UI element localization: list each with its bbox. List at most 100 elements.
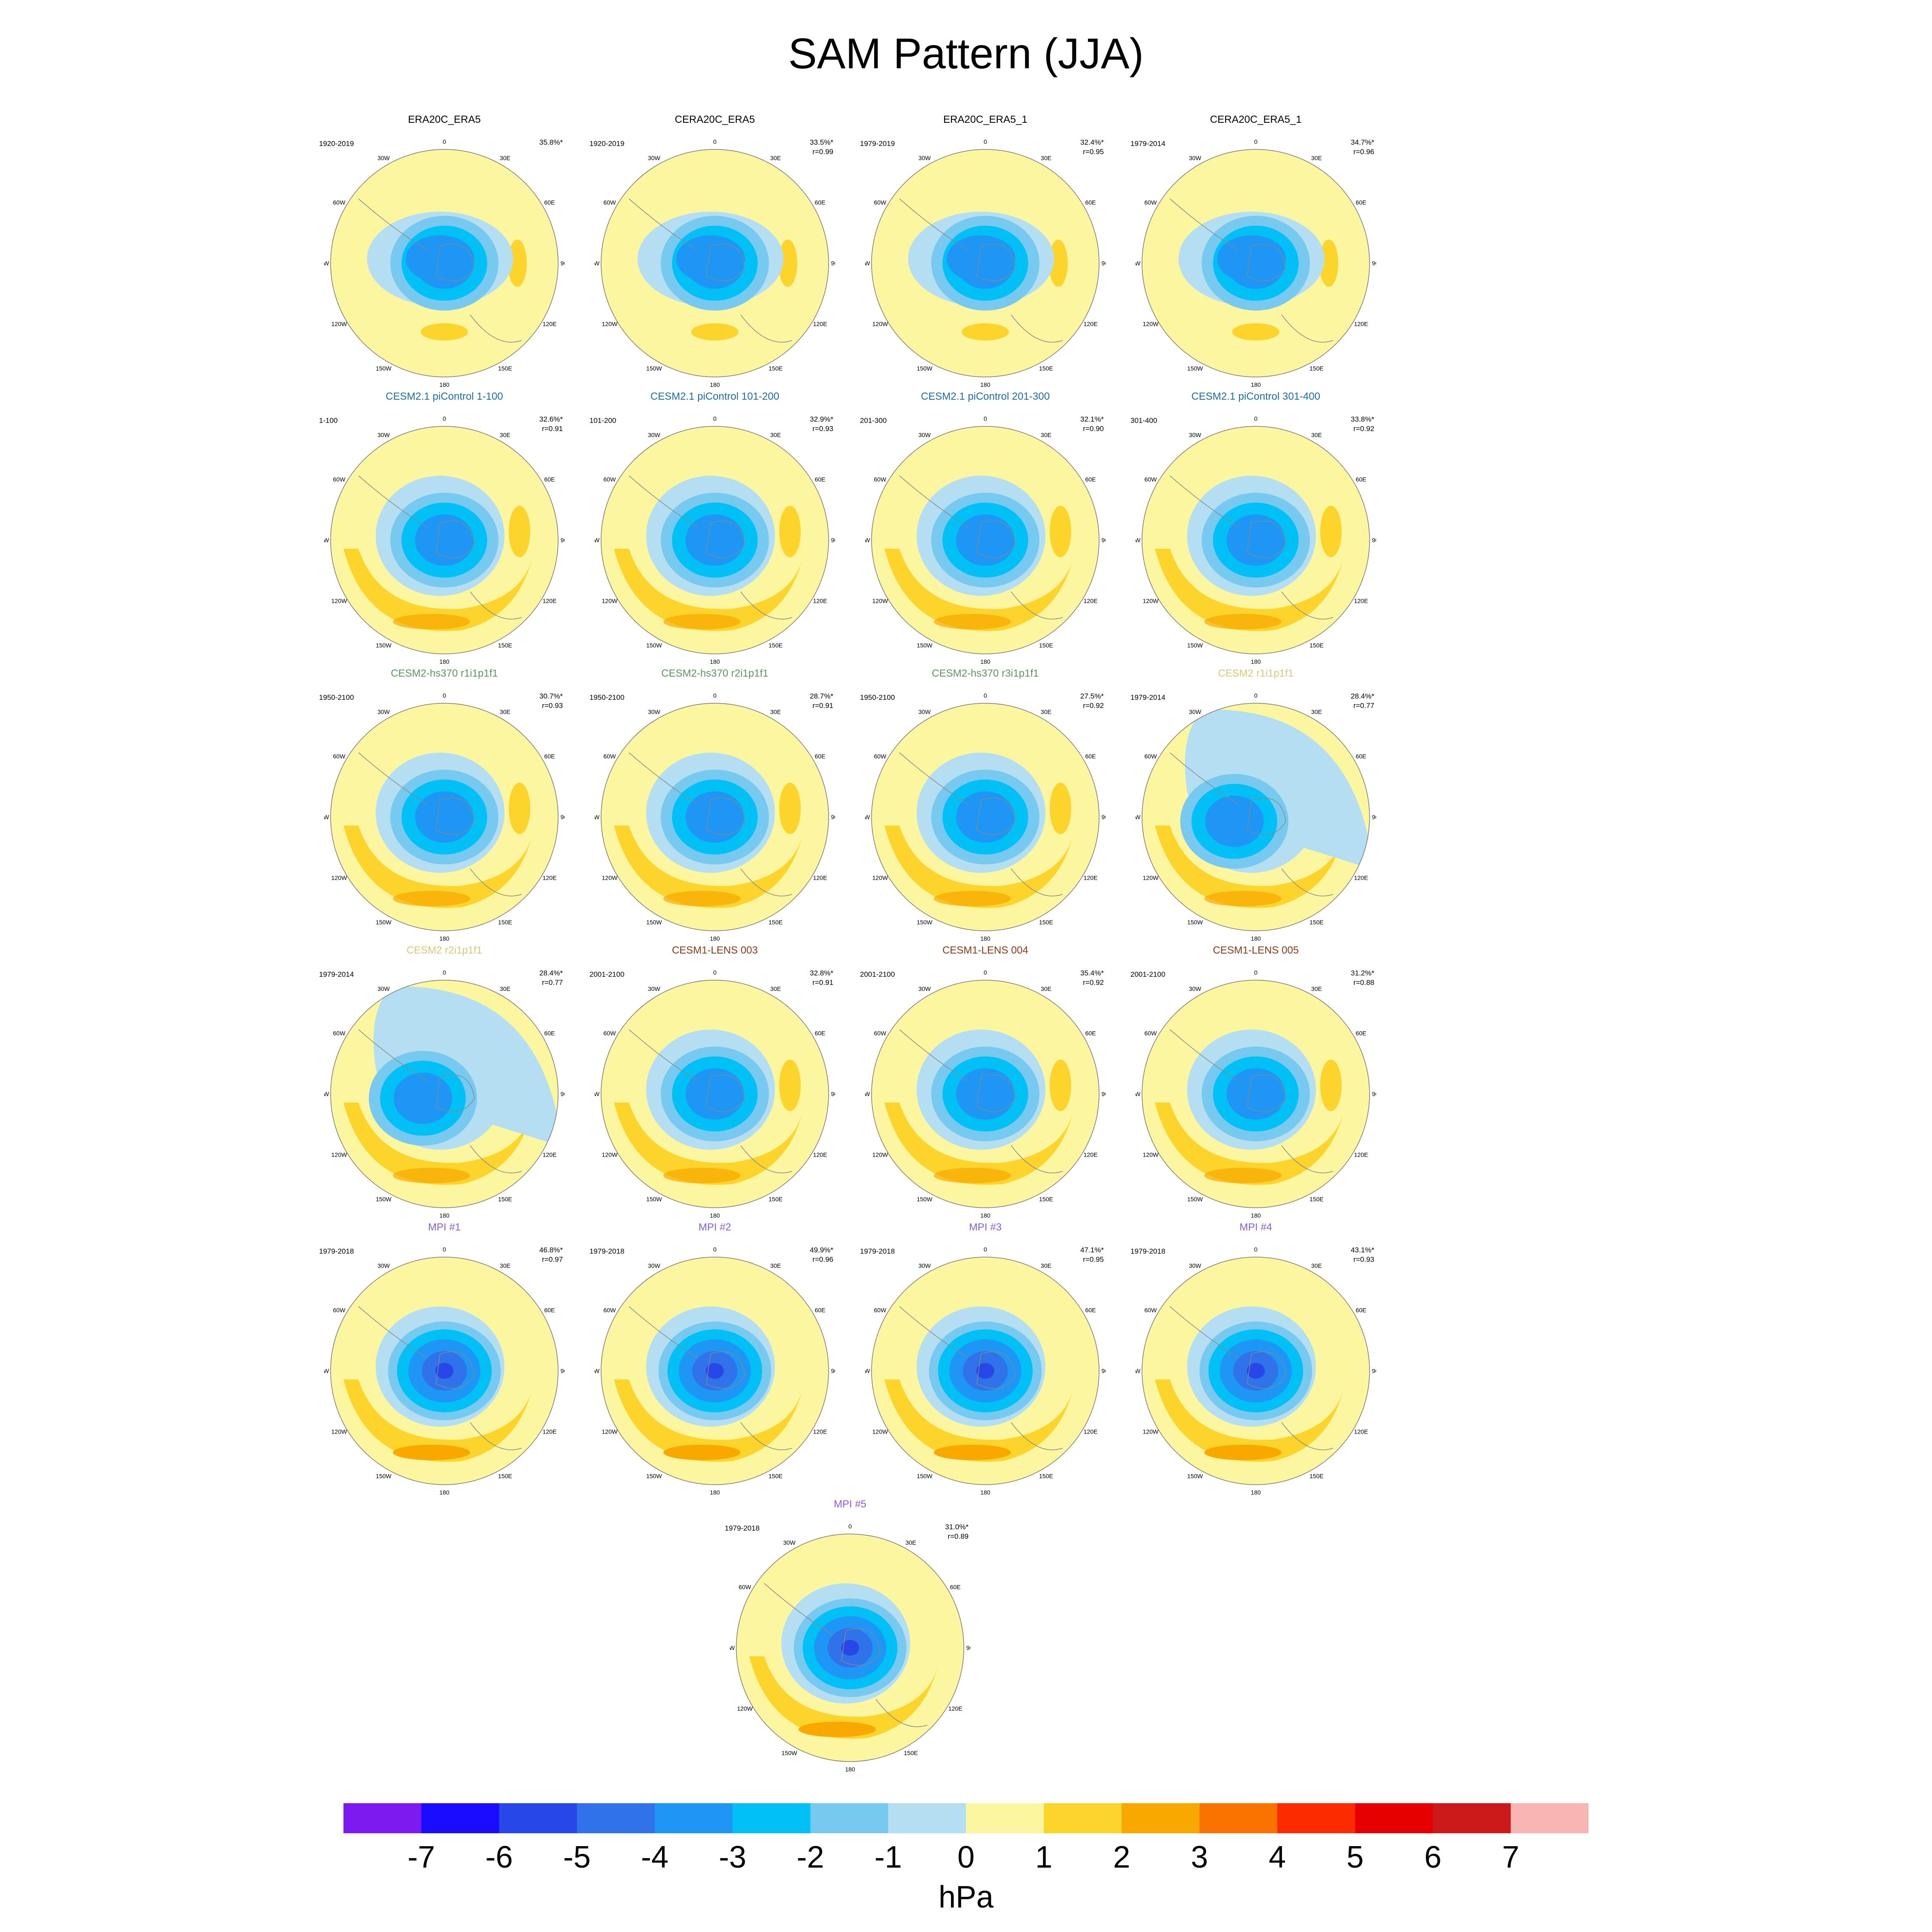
panel-title: CESM2.1 piControl 101-200 xyxy=(650,391,780,402)
colorbar-swatch xyxy=(343,1803,422,1833)
lon-label: 150E xyxy=(769,642,783,649)
lon-label: 90E xyxy=(1102,537,1106,544)
explained-variance: 32.4%* xyxy=(1080,138,1104,146)
explained-variance: 46.8%* xyxy=(539,1246,563,1254)
pattern-correlation: r=0.96 xyxy=(1353,148,1374,156)
colorbar-swatch xyxy=(1199,1803,1278,1833)
lon-label: 180 xyxy=(980,658,990,665)
lon-label: 30E xyxy=(1311,431,1322,438)
lon-label: 60W xyxy=(874,1030,887,1037)
lon-label: 120E xyxy=(543,875,557,881)
lon-label: 60W xyxy=(1145,1307,1157,1314)
lon-label: 180 xyxy=(710,658,720,665)
panel-stats: 32.4%* r=0.95 xyxy=(1080,138,1104,157)
lon-label: 0 xyxy=(984,693,987,699)
lon-label: 180 xyxy=(980,935,990,942)
lon-label: 150W xyxy=(1187,1196,1203,1203)
map-panel: CESM1-LENS 005 2001-2100 31.2%* r=0.88 0 30E 6… xyxy=(1118,945,1393,1224)
lon-label: 150W xyxy=(376,1196,392,1203)
lon-label: 120E xyxy=(543,598,557,605)
colorbar-tick-label: 2 xyxy=(1113,1840,1130,1874)
lon-label: 30W xyxy=(377,1262,390,1269)
lon-label: 120E xyxy=(543,321,557,328)
lon-label: 30E xyxy=(1041,155,1051,161)
lon-label: 60W xyxy=(333,753,346,760)
explained-variance: 28.7%* xyxy=(810,692,833,700)
colorbar-swatch xyxy=(499,1803,577,1833)
map-panel: CESM2.1 piControl 301-400 301-400 33.8%* r=… xyxy=(1118,391,1393,670)
explained-variance: 28.4%* xyxy=(539,969,563,977)
colorbar-tick-label: -2 xyxy=(796,1840,824,1874)
lon-label: 90W xyxy=(595,1367,600,1374)
lon-label: 120W xyxy=(1143,1151,1159,1158)
polar-map: 0 30E 60E 90E 120E 150E 180 150W 120W 90W 60W 30W xyxy=(324,693,565,942)
lon-label: 0 xyxy=(713,693,717,699)
lon-label: 180 xyxy=(980,1212,990,1219)
lon-label: 120W xyxy=(872,321,888,328)
lon-label: 0 xyxy=(848,1523,852,1530)
lon-label: 60E xyxy=(544,1307,555,1314)
lon-label: 90W xyxy=(865,1367,870,1374)
polar-map: 0 30E 60E 90E 120E 150E 180 150W 120W 90W 60W 30W xyxy=(1136,693,1376,942)
panel-stats: 43.1%* r=0.93 xyxy=(1351,1245,1374,1264)
map-panel: CESM2 r2i1p1f1 1979-2014 28.4%* r=0.77 0 30E 6… xyxy=(307,945,582,1224)
lon-label: 120E xyxy=(813,875,827,881)
polar-map: 0 30E 60E 90E 120E 150E 180 150W 120W 90W 60W 30W xyxy=(865,139,1106,388)
pattern-correlation: r=0.99 xyxy=(812,148,833,156)
panel-stats: 31.0%* r=0.89 xyxy=(945,1522,969,1541)
lon-label: 0 xyxy=(1254,416,1258,422)
panel-period: 1-100 xyxy=(319,416,338,425)
lon-label: 150W xyxy=(376,365,392,372)
lon-label: 60E xyxy=(1085,1030,1096,1037)
panel-stats: 28.4%* r=0.77 xyxy=(539,969,563,987)
colorbar-tick-label: 3 xyxy=(1191,1840,1208,1874)
pattern-correlation: r=0.77 xyxy=(542,978,563,987)
lon-label: 90E xyxy=(561,260,565,267)
lon-label: 150W xyxy=(646,365,662,372)
pattern-correlation: r=0.95 xyxy=(1083,1255,1104,1264)
explained-variance: 35.4%* xyxy=(1080,969,1104,977)
panel-title: CESM2-hs370 r3i1p1f1 xyxy=(932,668,1039,679)
lon-label: 180 xyxy=(980,1489,990,1496)
lon-label: 120W xyxy=(331,875,347,881)
colorbar-swatch xyxy=(810,1803,889,1833)
lon-label: 150W xyxy=(376,919,392,926)
lon-label: 30W xyxy=(648,155,661,161)
lon-label: 60W xyxy=(604,1030,617,1037)
lon-label: 90W xyxy=(865,1091,870,1097)
explained-variance: 30.7%* xyxy=(539,692,563,700)
explained-variance: 34.7%* xyxy=(1351,138,1374,146)
polar-map: 0 30E 60E 90E 120E 150E 180 150W 120W 90W 60W 30W xyxy=(1136,969,1376,1219)
lon-label: 180 xyxy=(439,1212,450,1219)
pattern-correlation: r=0.91 xyxy=(812,702,833,710)
lon-label: 0 xyxy=(443,139,446,145)
panel-title: CESM2.1 piControl 1-100 xyxy=(386,391,503,402)
explained-variance: 35.8%* xyxy=(539,138,563,146)
lon-label: 150E xyxy=(1309,642,1324,649)
colorbar-swatch xyxy=(732,1803,811,1833)
explained-variance: 32.8%* xyxy=(810,969,833,977)
lon-label: 180 xyxy=(1251,381,1261,388)
lon-label: 60E xyxy=(1356,199,1367,206)
lon-label: 60W xyxy=(1145,199,1157,206)
lon-label: 180 xyxy=(710,1212,720,1219)
colorbar-tick-label: -6 xyxy=(485,1840,513,1874)
pattern-correlation: r=0.88 xyxy=(1353,978,1374,987)
lon-label: 150E xyxy=(769,919,783,926)
lon-label: 30W xyxy=(1189,1262,1202,1269)
lon-label: 120E xyxy=(1354,598,1368,605)
explained-variance: 28.4%* xyxy=(1351,692,1374,700)
panel-period: 1979-2014 xyxy=(319,970,354,978)
lon-label: 120W xyxy=(331,1428,347,1435)
panel-title: MPI #1 xyxy=(428,1221,461,1233)
lon-label: 90E xyxy=(1372,1367,1376,1374)
panel-title: CESM1-LENS 005 xyxy=(1212,945,1299,956)
lon-label: 30E xyxy=(1041,985,1051,992)
lon-label: 60E xyxy=(1085,753,1096,760)
panel-stats: 31.2%* r=0.88 xyxy=(1351,969,1374,987)
lon-label: 90E xyxy=(1102,260,1106,267)
lon-label: 0 xyxy=(984,969,987,976)
panel-title: CERA20C_ERA5 xyxy=(674,114,755,125)
panel-title: ERA20C_ERA5_1 xyxy=(943,114,1028,125)
lon-label: 90E xyxy=(831,1367,835,1374)
